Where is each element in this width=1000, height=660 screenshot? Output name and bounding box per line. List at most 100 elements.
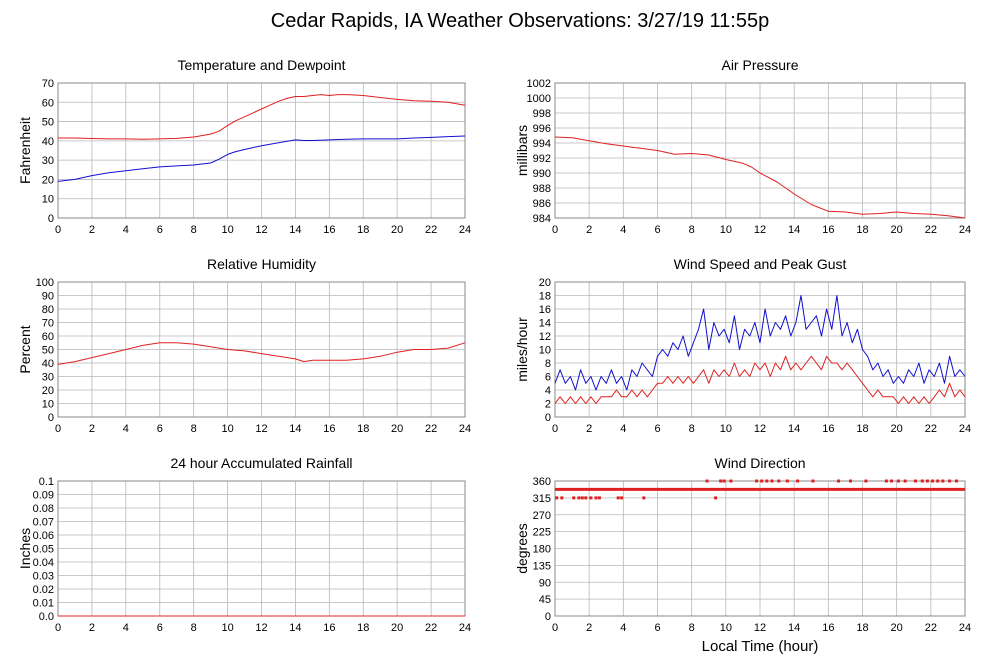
wind-direction-y-tick-label: 45 [539, 594, 551, 606]
wind-direction-y-tick-label: 315 [533, 493, 551, 505]
humidity-x-tick-label: 2 [89, 423, 95, 435]
pressure-x-tick-label: 6 [654, 224, 660, 236]
pressure-frame [554, 82, 966, 219]
wind-direction-title: Wind Direction [714, 455, 805, 471]
wind-direction-point [770, 479, 774, 483]
humidity-x-tick-label: 18 [357, 423, 369, 435]
pressure-title: Air Pressure [721, 57, 798, 73]
wind-speed-x-tick-label: 12 [754, 423, 766, 435]
humidity-y-tick-label: 30 [42, 372, 54, 384]
wind-direction-y-tick-label: 270 [533, 510, 551, 522]
rainfall-y-tick-label: 0.0 [39, 611, 54, 623]
wind-direction-point [936, 479, 940, 483]
humidity-x-tick-label: 16 [323, 423, 335, 435]
wind-direction-x-tick-label: 12 [754, 622, 766, 634]
humidity-y-tick-label: 60 [42, 331, 54, 343]
temperature-x-tick-label: 8 [191, 224, 197, 236]
temperature-ylabel: Fahrenheit [17, 117, 33, 184]
rainfall-x-tick-label: 0 [55, 622, 61, 634]
wind-direction-point [920, 479, 924, 483]
rainfall-y-tick-label: 0.07 [33, 517, 54, 529]
wind-speed-x-tick-label: 16 [822, 423, 834, 435]
wind-direction-point [925, 479, 929, 483]
wind-direction-point [705, 479, 709, 483]
pressure-x-tick-label: 22 [925, 224, 937, 236]
wind-direction-point [560, 496, 564, 500]
wind-speed-y-tick-label: 10 [539, 345, 551, 357]
wind-direction-x-tick-label: 16 [822, 622, 834, 634]
temperature-x-tick-label: 22 [425, 224, 437, 236]
wind-speed-y-tick-label: 18 [539, 291, 551, 303]
pressure-series-line [554, 136, 966, 219]
wind-direction-point [864, 479, 868, 483]
wind-direction-point [896, 479, 900, 483]
wind-speed-y-tick-label: 20 [539, 277, 551, 289]
wind-direction-point [729, 479, 733, 483]
humidity-y-tick-label: 0 [48, 412, 54, 424]
pressure-y-tick-label: 996 [533, 123, 551, 135]
temperature-x-tick-label: 12 [255, 224, 267, 236]
wind-direction-point [577, 496, 581, 500]
pressure-y-tick-label: 988 [533, 183, 551, 195]
wind-direction-x-tick-label: 24 [959, 622, 971, 634]
wind-direction-point [616, 496, 620, 500]
wind-direction-x-tick-label: 8 [689, 622, 695, 634]
wind-direction-point [811, 479, 815, 483]
pressure-x-tick-label: 8 [689, 224, 695, 236]
rainfall-x-tick-label: 18 [357, 622, 369, 634]
humidity-x-tick-label: 14 [289, 423, 301, 435]
wind-direction-point [597, 496, 601, 500]
pressure-y-tick-label: 986 [533, 198, 551, 210]
pressure-y-tick-label: 1000 [527, 93, 551, 105]
wind-speed-x-tick-label: 2 [586, 423, 592, 435]
wind-direction-point [722, 479, 726, 483]
wind-direction-x-tick-label: 22 [925, 622, 937, 634]
temperature-y-tick-label: 60 [42, 97, 54, 109]
wind-direction-x-tick-label: 14 [788, 622, 800, 634]
temperature-y-tick-label: 0 [48, 213, 54, 225]
wind-speed-x-tick-label: 14 [788, 423, 800, 435]
pressure-x-tick-label: 16 [822, 224, 834, 236]
humidity-x-tick-label: 22 [425, 423, 437, 435]
temperature-x-tick-label: 0 [55, 224, 61, 236]
humidity-x-tick-label: 10 [221, 423, 233, 435]
wind-direction-point [849, 479, 853, 483]
temperature-series-line [57, 135, 466, 182]
temperature-title: Temperature and Dewpoint [177, 57, 345, 73]
x-axis-label: Local Time (hour) [702, 638, 819, 655]
wind-direction-point [719, 479, 723, 483]
temperature-x-tick-label: 10 [221, 224, 233, 236]
humidity-y-tick-label: 80 [42, 304, 54, 316]
wind-direction-point [931, 479, 935, 483]
wind-speed-x-tick-label: 22 [925, 423, 937, 435]
wind-direction-point [760, 479, 764, 483]
rainfall-x-tick-label: 4 [123, 622, 129, 634]
wind-direction-y-tick-label: 360 [533, 476, 551, 488]
wind-speed-x-tick-label: 18 [856, 423, 868, 435]
humidity-y-tick-label: 10 [42, 399, 54, 411]
wind-direction-point [589, 496, 593, 500]
wind-speed-y-tick-label: 0 [545, 412, 551, 424]
page-title: Cedar Rapids, IA Weather Observations: 3… [271, 10, 769, 32]
wind-speed-y-tick-label: 4 [545, 385, 551, 397]
wind-speed-ylabel: miles/hour [514, 317, 530, 382]
humidity-y-tick-label: 70 [42, 318, 54, 330]
rainfall-y-tick-label: 0.04 [33, 557, 54, 569]
pressure-y-tick-label: 994 [533, 138, 551, 150]
wind-direction-point [837, 479, 841, 483]
wind-direction-point [941, 479, 945, 483]
pressure-y-tick-label: 984 [533, 213, 551, 225]
rainfall-x-tick-label: 2 [89, 622, 95, 634]
temperature-y-tick-label: 20 [42, 174, 54, 186]
pressure-y-tick-label: 992 [533, 153, 551, 165]
humidity-x-tick-label: 6 [157, 423, 163, 435]
wind-direction-x-tick-label: 18 [856, 622, 868, 634]
temperature-x-tick-label: 6 [157, 224, 163, 236]
pressure-x-tick-label: 2 [586, 224, 592, 236]
wind-speed-x-tick-label: 8 [689, 423, 695, 435]
humidity-ylabel: Percent [17, 325, 33, 373]
